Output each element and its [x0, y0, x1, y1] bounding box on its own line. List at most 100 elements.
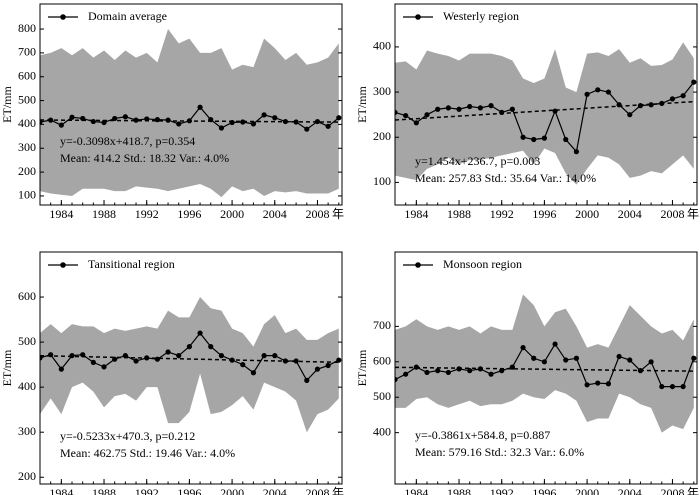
series-point	[395, 109, 398, 116]
series-point	[250, 121, 257, 127]
series-point	[133, 358, 139, 364]
series-point	[208, 344, 214, 350]
series-point	[176, 121, 182, 127]
series-point	[325, 362, 331, 369]
series-point	[314, 118, 321, 125]
series-point	[573, 149, 580, 155]
plot-frame	[394, 3, 698, 206]
series-point	[69, 114, 75, 120]
series-point	[509, 106, 515, 112]
x-tick-label: 1988	[447, 207, 471, 221]
series-point	[165, 349, 171, 355]
series-point	[304, 126, 310, 132]
series-point	[499, 368, 505, 374]
x-axis-label: 年	[332, 486, 344, 495]
series-point	[395, 376, 398, 383]
x-tick-label: 1988	[447, 486, 471, 495]
series-point	[584, 91, 590, 97]
annotation: Mean: 257.83 Std.: 35.64 Var.: 14.0%	[415, 171, 596, 185]
series-point	[144, 355, 150, 361]
series-point	[477, 366, 483, 372]
series-point	[176, 353, 182, 359]
series-point	[680, 383, 686, 390]
annotation: y=-0.5233x+470.3, p=0.212	[60, 429, 195, 443]
series-point	[112, 115, 118, 122]
x-tick-label: 2000	[575, 207, 599, 221]
y-tick-label: 400	[373, 39, 391, 53]
series-point	[659, 100, 665, 106]
x-tick-label: 1996	[532, 207, 556, 221]
series-point	[250, 370, 257, 376]
y-tick-label: 600	[373, 354, 391, 368]
y-tick-label: 700	[373, 318, 391, 332]
series-point	[240, 119, 246, 125]
series-point	[424, 112, 430, 118]
x-tick-label: 1992	[490, 207, 514, 221]
x-tick-label: 1984	[49, 207, 73, 221]
x-tick-label: 2000	[220, 207, 244, 221]
series-point	[101, 364, 107, 370]
series-point	[584, 382, 590, 388]
series-point	[58, 122, 64, 128]
series-point	[680, 93, 686, 99]
series-point	[563, 357, 569, 363]
series-point	[541, 135, 547, 141]
x-tick-label: 1984	[404, 207, 428, 221]
series-point	[325, 123, 331, 129]
series-point	[435, 368, 441, 374]
series-point	[261, 353, 267, 359]
y-tick-label: 200	[18, 164, 36, 178]
panel: Tansitional region 200 300 400 500 600 1984 198…	[0, 251, 344, 495]
y-tick-label: 100	[373, 174, 391, 188]
series-point	[48, 117, 54, 123]
series-point	[218, 125, 225, 131]
series-point	[467, 368, 473, 374]
series-point	[186, 118, 192, 124]
series-point	[648, 359, 654, 365]
series-point	[144, 116, 150, 122]
series-point	[691, 355, 697, 361]
series-point	[435, 106, 441, 112]
legend-marker	[415, 262, 421, 268]
plot-frame	[394, 251, 698, 485]
series-point	[627, 357, 633, 363]
x-tick-label: 1992	[135, 486, 159, 495]
series-point	[669, 383, 676, 390]
series-point	[637, 103, 644, 109]
range-band	[40, 29, 339, 198]
legend-marker	[415, 14, 421, 20]
plot	[395, 294, 697, 433]
y-tick-label: 800	[18, 21, 36, 35]
x-tick-label: 2008	[660, 486, 684, 495]
plot-frame	[39, 251, 343, 485]
x-axis-label: 年	[687, 207, 699, 221]
series-point	[112, 356, 118, 362]
trend-line	[40, 354, 339, 364]
series-point	[563, 136, 569, 143]
series-point	[531, 355, 537, 361]
plot	[395, 42, 697, 185]
series-point	[154, 117, 160, 123]
x-tick-label: 2000	[575, 486, 599, 495]
series-point	[122, 353, 128, 359]
series-point	[229, 119, 235, 126]
series-point	[488, 103, 494, 109]
series-point	[541, 359, 547, 365]
x-tick-label: 1996	[177, 486, 201, 495]
y-tick-label: 100	[18, 188, 36, 202]
series-point	[552, 108, 558, 114]
series-point	[336, 357, 342, 363]
x-tick-label: 2004	[618, 486, 642, 495]
series-point	[154, 356, 160, 362]
series-point	[90, 359, 96, 365]
series-point	[282, 118, 289, 125]
series-point	[101, 119, 107, 126]
x-tick-label: 2008	[305, 486, 329, 495]
series-point	[240, 362, 246, 368]
annotation: Mean: 414.2 Std.: 18.32 Var.: 4.0%	[60, 151, 229, 165]
x-tick-label: 1992	[490, 486, 514, 495]
series-point	[40, 355, 43, 361]
x-tick-label: 1996	[532, 486, 556, 495]
x-tick-label: 1984	[404, 486, 428, 495]
series-point	[403, 112, 409, 119]
